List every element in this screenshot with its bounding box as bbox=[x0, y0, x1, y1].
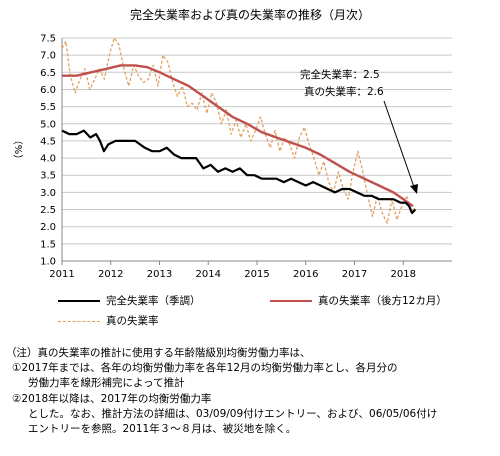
series-0-line bbox=[61, 129, 417, 215]
series-2-line bbox=[61, 37, 416, 224]
series-group bbox=[61, 37, 417, 224]
legend-swatch bbox=[270, 300, 312, 302]
x-tick-label: 2018 bbox=[391, 269, 416, 280]
legend-label: 真の失業率（後方12カ月） bbox=[318, 295, 447, 307]
y-tick-label: 5.0 bbox=[40, 119, 56, 130]
x-tick-label: 2011 bbox=[49, 269, 74, 280]
x-tick-label: 2014 bbox=[196, 269, 221, 280]
x-axis: 2011 2012 2013 2014 2015 2016 2017 2018 bbox=[49, 261, 416, 280]
annotation: 完全失業率：2.5 真の失業率：2.6 bbox=[300, 68, 418, 194]
legend-item-true-unemployment-12m: 真の失業率（後方12カ月） bbox=[270, 294, 447, 308]
y-tick-label: 6.5 bbox=[40, 68, 56, 79]
y-tick-label: 7.5 bbox=[40, 34, 56, 45]
y-tick-label: 4.5 bbox=[40, 136, 56, 147]
annotation-arrow-line bbox=[383, 100, 415, 188]
note-line: とした。なお、推計方法の詳細は、03/09/09付けエントリー、および、06/0… bbox=[28, 407, 438, 420]
annotation-true-unemployment: 真の失業率：2.6 bbox=[304, 85, 384, 98]
note-line: ②2018年以降は、2017年の均衡労働力率 bbox=[12, 392, 212, 405]
y-tick-label: 6.0 bbox=[40, 85, 56, 96]
line-chart: 7.5 7.0 6.5 6.0 5.5 5.0 4.5 4.0 3.5 3.0 2.5 2.0 1.5 1… bbox=[13, 34, 452, 280]
y-tick-label: 3.0 bbox=[40, 188, 56, 199]
note-line: エントリーを参照。2011年３～８月は、被災地を除く。 bbox=[28, 423, 297, 436]
series-1-line bbox=[62, 64, 414, 208]
x-tick-label: 2013 bbox=[147, 269, 172, 280]
legend-swatch bbox=[58, 320, 100, 322]
y-tick-label: 7.0 bbox=[40, 51, 56, 62]
legend-item-true-unemployment: 真の失業率 bbox=[58, 314, 159, 328]
grid bbox=[61, 37, 452, 262]
note-line: ①2017年までは、各年の均衡労働力率を各年12月の均衡労働力率とし、各月分の bbox=[12, 362, 398, 375]
y-axis: 7.5 7.0 6.5 6.0 5.5 5.0 4.5 4.0 3.5 3.0 2.5 2.0 1.5 1… bbox=[40, 34, 56, 268]
legend-label: 完全失業率（季調） bbox=[106, 295, 201, 307]
y-tick-label: 4.0 bbox=[40, 154, 56, 165]
y-tick-label: 1.5 bbox=[40, 239, 56, 250]
x-tick-label: 2012 bbox=[98, 269, 123, 280]
note-line: 労働力率を線形補完によって推計 bbox=[28, 377, 185, 390]
y-axis-label: （%） bbox=[13, 135, 25, 165]
y-tick-label: 1.0 bbox=[40, 257, 56, 268]
y-tick-label: 3.5 bbox=[40, 171, 56, 182]
annotation-unemployment: 完全失業率：2.5 bbox=[300, 68, 380, 81]
legend-item-unemployment: 完全失業率（季調） bbox=[58, 294, 201, 308]
y-tick-label: 2.5 bbox=[40, 205, 56, 216]
y-tick-label: 2.0 bbox=[40, 222, 56, 233]
legend-label: 真の失業率 bbox=[106, 315, 159, 327]
annotation-arrow-head bbox=[410, 184, 418, 194]
x-tick-label: 2015 bbox=[244, 269, 269, 280]
legend-swatch bbox=[58, 300, 100, 302]
x-tick-label: 2016 bbox=[293, 269, 318, 280]
notes: （注）真の失業率の推計に使用する年齢階級別均衡労働力率は、 ①2017年までは、… bbox=[6, 346, 496, 437]
x-tick-label: 2017 bbox=[342, 269, 367, 280]
chart-title: 完全失業率および真の失業率の推移（月次） bbox=[129, 8, 370, 22]
y-tick-label: 5.5 bbox=[40, 102, 56, 113]
note-line: （注）真の失業率の推計に使用する年齢階級別均衡労働力率は、 bbox=[6, 347, 311, 359]
